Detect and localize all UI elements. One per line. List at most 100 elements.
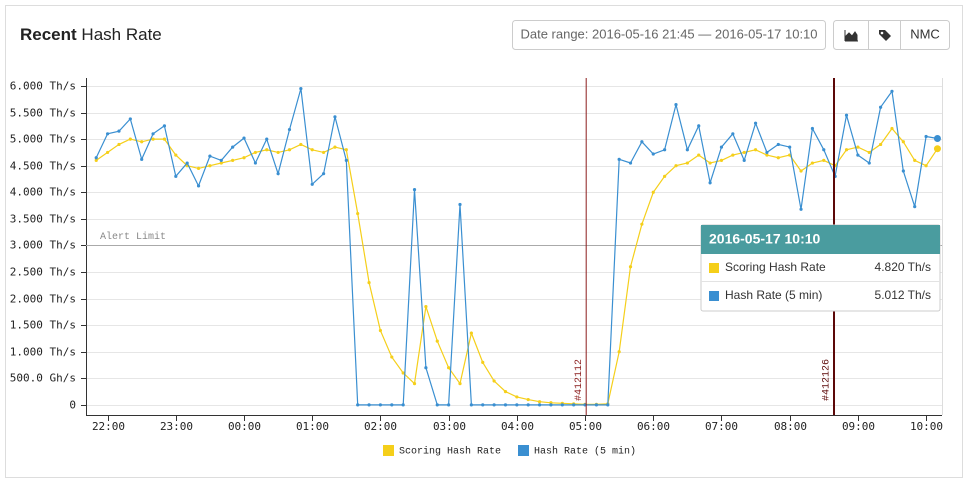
point xyxy=(799,207,803,211)
area-chart-icon xyxy=(844,30,858,42)
point xyxy=(617,350,621,354)
point xyxy=(537,403,542,407)
point xyxy=(753,121,758,125)
point xyxy=(685,161,689,165)
point xyxy=(719,158,724,162)
point xyxy=(651,190,655,194)
point xyxy=(174,174,178,178)
legend-swatch xyxy=(383,445,394,456)
alert-label: Alert Limit xyxy=(100,231,166,243)
button-group xyxy=(833,20,950,50)
point xyxy=(276,172,280,176)
point xyxy=(469,403,473,407)
point xyxy=(731,153,735,157)
tooltip-title: 2016-05-17 10:10 xyxy=(709,231,821,247)
point xyxy=(94,156,98,160)
point xyxy=(151,137,155,141)
hover-point xyxy=(933,134,941,142)
point xyxy=(856,153,860,157)
hover-point xyxy=(933,145,941,153)
tooltip-series-name: Hash Rate (5 min) xyxy=(725,288,822,302)
point xyxy=(162,124,167,128)
nmc-button[interactable]: NMC xyxy=(910,26,940,41)
y-tick-label: 6.000 Th/s xyxy=(10,80,76,93)
title-bold: Recent xyxy=(20,25,77,44)
point xyxy=(310,148,314,152)
y-tick-label: 2.500 Th/s xyxy=(10,266,76,279)
area-chart-button[interactable] xyxy=(844,30,858,42)
title-rest: Hash Rate xyxy=(81,25,161,44)
point xyxy=(492,379,496,383)
point xyxy=(526,403,530,407)
point xyxy=(208,154,212,158)
point xyxy=(424,304,428,309)
point xyxy=(401,403,405,407)
point xyxy=(196,166,201,170)
point xyxy=(537,400,542,404)
point xyxy=(481,403,485,407)
point xyxy=(651,152,655,156)
point xyxy=(344,158,348,162)
point xyxy=(287,148,292,152)
point xyxy=(378,403,383,407)
x-tick-label: 23:00 xyxy=(160,420,193,433)
y-tick-label: 4.000 Th/s xyxy=(10,186,76,199)
point xyxy=(447,366,451,370)
point xyxy=(515,403,519,407)
point xyxy=(663,148,667,152)
point xyxy=(799,169,803,173)
point xyxy=(628,161,633,165)
point xyxy=(378,328,383,333)
tag-button[interactable] xyxy=(879,30,891,41)
point xyxy=(219,158,223,162)
x-tick-label: 10:00 xyxy=(910,420,943,433)
x-tick-label: 09:00 xyxy=(842,420,875,433)
legend-label: Scoring Hash Rate xyxy=(399,446,501,458)
point xyxy=(890,89,894,93)
legend-swatch xyxy=(518,445,529,456)
point xyxy=(469,331,473,335)
point xyxy=(606,403,610,407)
date-range-button[interactable] xyxy=(512,20,826,50)
point xyxy=(640,222,644,226)
point xyxy=(321,150,326,155)
point xyxy=(424,366,428,370)
point xyxy=(140,140,144,144)
point xyxy=(174,153,178,157)
point xyxy=(390,403,394,407)
x-tick-label: 07:00 xyxy=(705,420,738,433)
legend-label: Hash Rate (5 min) xyxy=(534,446,636,458)
point xyxy=(333,145,337,149)
point xyxy=(708,161,712,165)
point xyxy=(344,148,348,152)
tooltip-swatch xyxy=(709,291,719,301)
point xyxy=(503,390,508,394)
point xyxy=(901,169,905,173)
point xyxy=(253,161,257,165)
point xyxy=(822,148,826,152)
point xyxy=(685,148,689,152)
date-range-text: Date range: 2016-05-16 21:45 — 2016-05-1… xyxy=(520,26,817,41)
tooltip-header xyxy=(701,225,940,254)
build-marker-label: #412126 xyxy=(822,359,833,401)
point xyxy=(674,102,678,107)
point xyxy=(435,403,439,407)
point xyxy=(481,360,485,364)
point xyxy=(242,156,246,160)
x-tick-label: 04:00 xyxy=(501,420,534,433)
point xyxy=(162,137,167,141)
point xyxy=(879,142,883,147)
point xyxy=(719,145,724,149)
point xyxy=(810,161,815,165)
point xyxy=(117,129,121,133)
point xyxy=(401,371,405,375)
point xyxy=(924,134,928,139)
point xyxy=(890,126,894,131)
point xyxy=(458,382,462,386)
point xyxy=(196,184,201,188)
x-tick-label: 08:00 xyxy=(774,420,807,433)
point xyxy=(447,403,451,407)
point xyxy=(231,145,235,149)
